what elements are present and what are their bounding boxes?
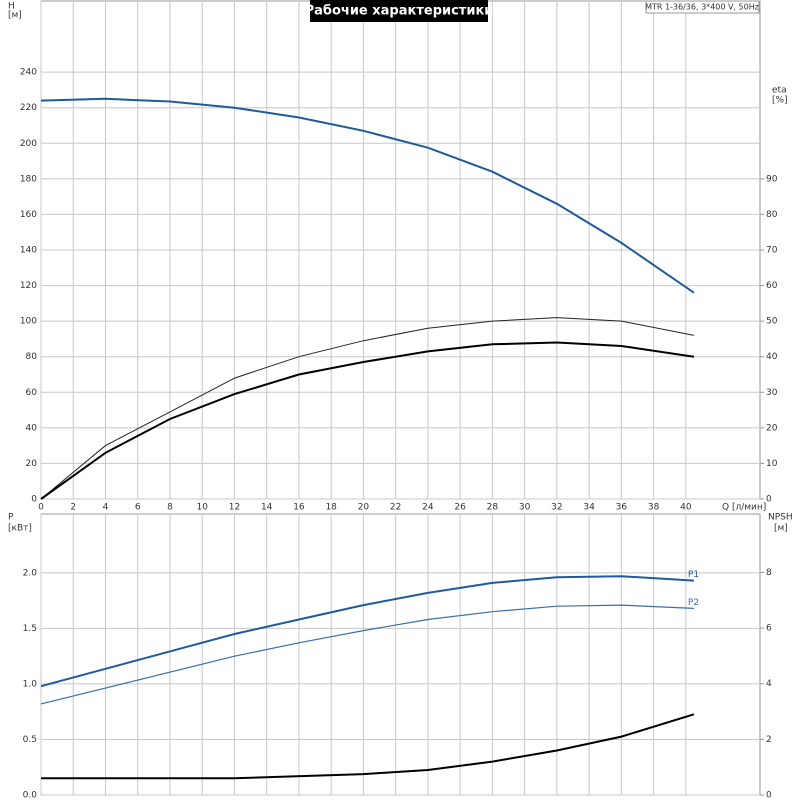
y2-tick-label: 8 <box>766 568 772 578</box>
y-tick-label: 220 <box>20 103 37 113</box>
series-line <box>40 317 694 500</box>
y2-tick-label: 50 <box>766 317 778 327</box>
y2-tick-label: 90 <box>766 174 778 184</box>
series-line <box>40 575 694 688</box>
x-tick-label: 34 <box>583 503 595 513</box>
y-tick-label: 120 <box>20 281 37 291</box>
title-box <box>310 0 488 22</box>
x-tick-label: 22 <box>390 503 401 513</box>
series-line <box>40 604 694 705</box>
y-tick-label: 60 <box>26 388 38 398</box>
y2-tick-label: 40 <box>766 352 778 362</box>
legend-box <box>645 0 760 14</box>
x-tick-label: 2 <box>70 503 76 513</box>
y-axis-unit: [кВт] <box>8 524 32 534</box>
x-tick-label: 14 <box>261 503 273 513</box>
y2-tick-label: 4 <box>766 679 772 689</box>
chart-title: Рабочие характеристики <box>305 4 494 19</box>
y2-tick-label: 10 <box>766 459 778 469</box>
x-tick-label: 4 <box>103 503 109 513</box>
y2-tick-label: 20 <box>766 423 778 433</box>
x-tick-label: 16 <box>293 503 305 513</box>
x-tick-label: 28 <box>487 503 499 513</box>
y-tick-label: 100 <box>20 317 37 327</box>
x-tick-label: 24 <box>422 503 434 513</box>
x-tick-label: 38 <box>648 503 660 513</box>
x-axis-label: Q [л/мин] <box>722 503 766 513</box>
x-tick-label: 36 <box>616 503 628 513</box>
y-tick-label: 0.0 <box>23 791 38 801</box>
y-tick-label: 180 <box>20 174 37 184</box>
y2-axis-unit: [%] <box>772 96 788 106</box>
y-tick-label: 160 <box>20 210 37 220</box>
y2-tick-label: 70 <box>766 246 778 256</box>
y2-tick-label: 6 <box>766 624 772 634</box>
legend-text: MTR 1-36/36, 3*400 V, 50Hz <box>645 3 759 12</box>
y-tick-label: 0.5 <box>23 735 37 745</box>
x-tick-label: 26 <box>454 503 466 513</box>
x-tick-label: 40 <box>680 503 692 513</box>
x-tick-label: 10 <box>196 503 208 513</box>
x-tick-label: 30 <box>519 503 531 513</box>
plot-area <box>40 513 761 796</box>
y-tick-label: 80 <box>26 352 38 362</box>
y-tick-label: 0 <box>31 495 37 505</box>
series-line <box>40 341 695 500</box>
y-tick-label: 200 <box>20 139 37 149</box>
y-axis-label: H <box>8 2 15 12</box>
series-line <box>41 713 695 780</box>
x-tick-label: 18 <box>325 503 337 513</box>
x-tick-label: 20 <box>358 503 370 513</box>
x-tick-label: 6 <box>135 503 141 513</box>
y2-tick-label: 0 <box>766 791 772 801</box>
x-tick-label: 8 <box>167 503 173 513</box>
series-label: P2 <box>688 598 699 608</box>
x-tick-label: 0 <box>38 503 44 513</box>
y-axis-label: P <box>8 513 14 523</box>
y-tick-label: 2.0 <box>23 568 38 578</box>
y-tick-label: 240 <box>20 68 37 78</box>
y-tick-label: 140 <box>20 246 37 256</box>
y2-axis-unit: [м] <box>774 524 788 534</box>
y-tick-label: 1.0 <box>23 679 38 689</box>
x-tick-label: 12 <box>229 503 240 513</box>
y2-tick-label: 0 <box>766 495 772 505</box>
y2-tick-label: 30 <box>766 388 778 398</box>
y2-tick-label: 80 <box>766 210 778 220</box>
y-tick-label: 20 <box>26 459 38 469</box>
x-tick-label: 32 <box>551 503 562 513</box>
y2-axis-label: NPSH <box>768 513 793 523</box>
series-label: P1 <box>688 570 699 580</box>
y-tick-label: 40 <box>26 423 38 433</box>
y2-tick-label: 2 <box>766 735 772 745</box>
y-axis-unit: [м] <box>8 11 22 21</box>
series-line <box>40 97 695 294</box>
y2-axis-label: eta <box>772 86 787 96</box>
y2-tick-label: 60 <box>766 281 778 291</box>
y-tick-label: 1.5 <box>23 624 37 634</box>
